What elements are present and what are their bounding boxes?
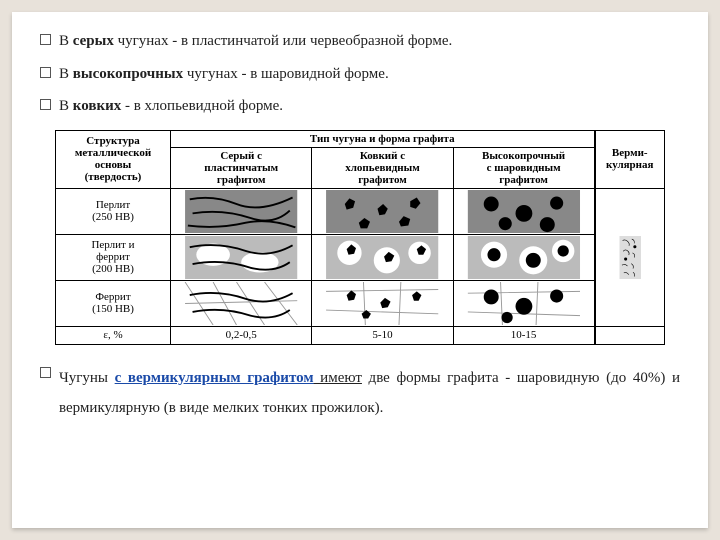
r2l2: феррит — [96, 251, 130, 263]
bullet-1-text: В серых чугунах - в пластинчатой или чер… — [59, 30, 452, 53]
row-perlite-ferrite: Перлит и феррит (200 HB) — [56, 234, 665, 280]
c1l3: графитом — [217, 174, 266, 186]
eps-c1: 0,2-0,5 — [171, 326, 312, 344]
th-s-l1: Структура — [86, 135, 140, 147]
micro-r3c2 — [312, 280, 453, 326]
cast-iron-table: Структура металлической основы (твердост… — [55, 130, 665, 345]
c2l2: хлопьевидным — [345, 162, 419, 174]
b1-prefix: В — [59, 33, 73, 49]
r3l1: Феррит — [95, 291, 130, 303]
micro-r3c3 — [453, 280, 594, 326]
r3-label: Феррит (150 HB) — [56, 280, 171, 326]
th-s-l3: основы — [95, 159, 131, 171]
r2-label: Перлит и феррит (200 HB) — [56, 234, 171, 280]
micro-r2c3 — [453, 234, 594, 280]
r1l1: Перлит — [96, 199, 130, 211]
eps-c3: 10-15 — [453, 326, 594, 344]
row-perlite: Перлит (250 HB) — [56, 188, 665, 234]
eps-c4 — [595, 326, 665, 344]
micro-r2c2 — [312, 234, 453, 280]
micro-verm — [595, 188, 665, 326]
r2l1: Перлит и — [91, 239, 134, 251]
c3l2: с шаровидным — [487, 162, 561, 174]
bottom-text: Чугуны с вермикулярным графитом имеют дв… — [59, 363, 680, 423]
th-verm: Верми- кулярная — [595, 130, 665, 188]
c3l3: графитом — [499, 174, 548, 186]
eps-label: ε, % — [56, 326, 171, 344]
row-epsilon: ε, % 0,2-0,5 5-10 10-15 — [56, 326, 665, 344]
b3-em: ковких — [73, 98, 121, 114]
th-v-l2: кулярная — [606, 159, 653, 171]
micro-r1c3 — [453, 188, 594, 234]
r1l2: (250 HB) — [92, 211, 134, 223]
b2-rest: чугунах - в шаровидной форме. — [183, 66, 389, 82]
micro-r2c1 — [171, 234, 312, 280]
row-ferrite: Феррит (150 HB) — [56, 280, 665, 326]
r3l2: (150 HB) — [92, 303, 134, 315]
bullet-2: В высокопрочных чугунах - в шаровидной ф… — [40, 63, 680, 86]
bottom-bullet: Чугуны с вермикулярным графитом имеют дв… — [40, 363, 680, 423]
bullet-1: В серых чугунах - в пластинчатой или чер… — [40, 30, 680, 53]
bullet-2-text: В высокопрочных чугунах - в шаровидной ф… — [59, 63, 389, 86]
b1-em: серых — [73, 33, 114, 49]
bullet-3-text: В ковких - в хлопьевидной форме. — [59, 95, 283, 118]
cast-iron-table-wrap: Структура металлической основы (твердост… — [40, 130, 680, 345]
bullet-marker-icon — [40, 67, 51, 78]
micro-r1c1 — [171, 188, 312, 234]
th-s-l4: (твердость) — [85, 171, 142, 183]
c3l1: Высокопрочный — [482, 150, 565, 162]
eps-c2: 5-10 — [312, 326, 453, 344]
c2l1: Ковкий с — [360, 150, 405, 162]
c2l3: графитом — [358, 174, 407, 186]
th-type: Тип чугуна и форма графита — [171, 130, 595, 147]
bullet-marker-icon — [40, 367, 51, 378]
bottom-em: с вермикулярным графитом — [115, 370, 314, 386]
th-structure: Структура металлической основы (твердост… — [56, 130, 171, 188]
b2-prefix: В — [59, 66, 73, 82]
th-s-l2: металлической — [75, 147, 151, 159]
page-content: В серых чугунах - в пластинчатой или чер… — [12, 12, 708, 528]
c1l2: пластинчатым — [204, 162, 278, 174]
b3-prefix: В — [59, 98, 73, 114]
bullet-marker-icon — [40, 99, 51, 110]
th-v-l1: Верми- — [612, 147, 648, 159]
th-c2: Ковкий с хлопьевидным графитом — [312, 147, 453, 188]
bullet-3: В ковких - в хлопьевидной форме. — [40, 95, 680, 118]
c1l1: Серый с — [220, 150, 262, 162]
bottom-prefix: Чугуны — [59, 370, 115, 386]
bottom-rest-u: имеют — [314, 370, 362, 386]
b2-em: высокопрочных — [73, 66, 183, 82]
r1-label: Перлит (250 HB) — [56, 188, 171, 234]
micro-r1c2 — [312, 188, 453, 234]
b3-rest: - в хлопьевидной форме. — [121, 98, 283, 114]
b1-rest: чугунах - в пластинчатой или червеобразн… — [114, 33, 452, 49]
th-c3: Высокопрочный с шаровидным графитом — [453, 147, 594, 188]
micro-r3c1 — [171, 280, 312, 326]
r2l3: (200 HB) — [92, 263, 134, 275]
bullet-marker-icon — [40, 34, 51, 45]
th-c1: Серый с пластинчатым графитом — [171, 147, 312, 188]
